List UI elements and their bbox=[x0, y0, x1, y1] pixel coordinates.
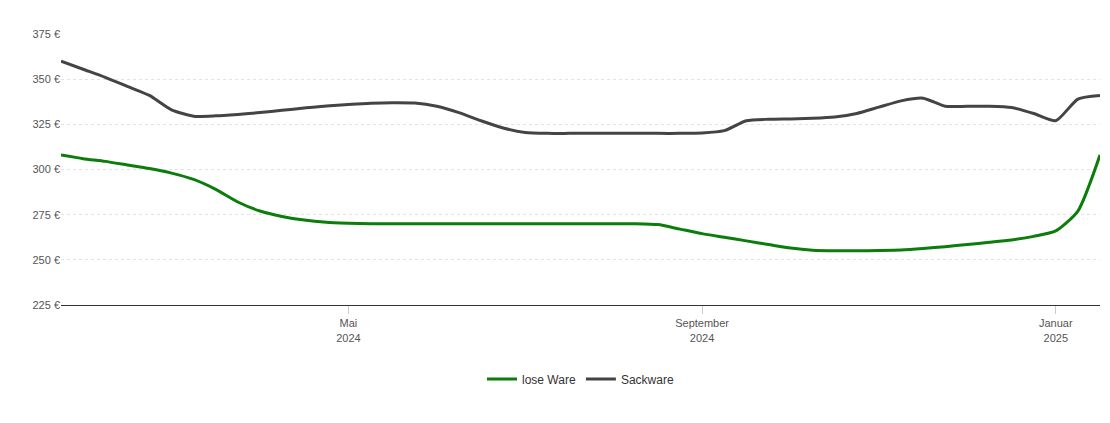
svg-text:275 €: 275 € bbox=[32, 209, 60, 221]
svg-text:September2024: September2024 bbox=[675, 317, 729, 343]
svg-text:225 €: 225 € bbox=[32, 299, 60, 311]
svg-text:350 €: 350 € bbox=[32, 73, 60, 85]
svg-text:lose Ware: lose Ware bbox=[522, 373, 576, 387]
svg-text:250 €: 250 € bbox=[32, 254, 60, 266]
svg-text:325 €: 325 € bbox=[32, 118, 60, 130]
svg-text:375 €: 375 € bbox=[32, 28, 60, 40]
svg-text:300 €: 300 € bbox=[32, 163, 60, 175]
svg-text:Sackware: Sackware bbox=[621, 373, 674, 387]
svg-text:Mai2024: Mai2024 bbox=[336, 317, 360, 343]
svg-text:Januar2025: Januar2025 bbox=[1039, 317, 1073, 343]
